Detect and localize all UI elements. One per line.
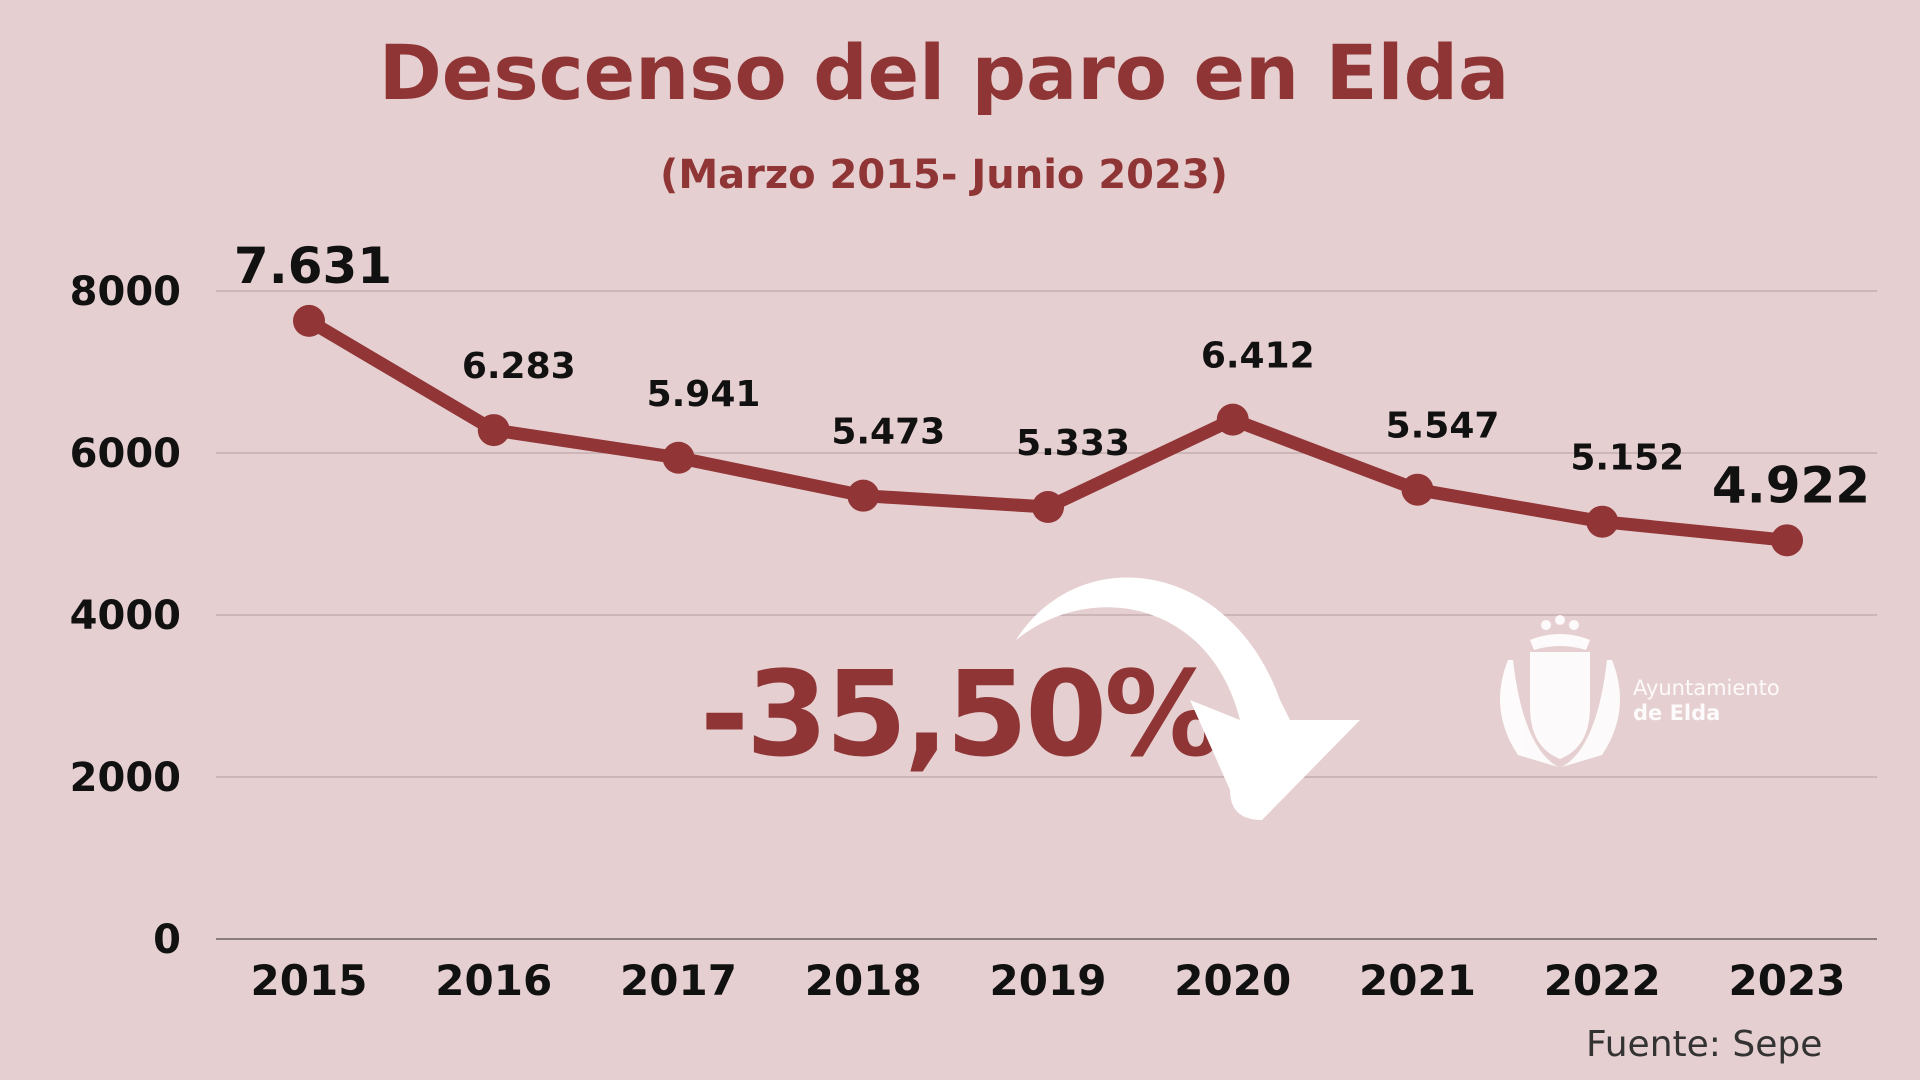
x-tick-label: 2023 — [1729, 956, 1846, 1005]
logo-line-1: Ayuntamiento — [1633, 676, 1780, 700]
data-point — [1586, 505, 1619, 538]
chart-title: Descenso del paro en Elda — [378, 28, 1510, 117]
x-tick-label: 2022 — [1544, 956, 1661, 1005]
data-label: 5.941 — [647, 374, 761, 415]
data-label: 4.922 — [1712, 456, 1870, 514]
data-label: 6.283 — [462, 346, 576, 387]
y-tick-label: 8000 — [70, 269, 181, 315]
logo-text: Ayuntamiento de Elda — [1633, 676, 1780, 726]
data-point — [1032, 491, 1064, 524]
y-tick-label: 0 — [153, 917, 181, 963]
data-point — [662, 441, 695, 474]
data-point — [1771, 524, 1803, 557]
x-tick-label: 2020 — [1174, 956, 1291, 1005]
x-tick-label: 2016 — [435, 956, 552, 1005]
logo-line-2: de Elda — [1633, 701, 1721, 725]
x-tick-label: 2019 — [990, 956, 1107, 1005]
data-label: 7.631 — [234, 237, 392, 295]
x-tick-label: 2017 — [620, 956, 737, 1005]
data-point — [1216, 403, 1249, 436]
data-label: 5.547 — [1386, 406, 1500, 447]
data-point — [477, 414, 510, 447]
source-note: Fuente: Sepe — [1586, 1024, 1823, 1065]
y-tick-label: 6000 — [70, 431, 181, 477]
data-point — [847, 479, 880, 512]
data-point — [293, 304, 325, 337]
y-tick-label: 2000 — [70, 755, 181, 801]
percent-change-annotation: -35,50% — [700, 645, 1222, 783]
x-tick-label: 2021 — [1359, 956, 1476, 1005]
data-label: 5.473 — [831, 412, 945, 453]
data-label: 5.152 — [1570, 438, 1684, 479]
data-label: 5.333 — [1016, 423, 1130, 464]
y-tick-label: 4000 — [70, 593, 181, 639]
x-tick-label: 2015 — [251, 956, 368, 1005]
chart-subtitle: (Marzo 2015- Junio 2023) — [660, 152, 1228, 198]
data-label: 6.412 — [1201, 336, 1315, 377]
data-point — [1401, 473, 1434, 506]
x-tick-label: 2018 — [805, 956, 922, 1005]
